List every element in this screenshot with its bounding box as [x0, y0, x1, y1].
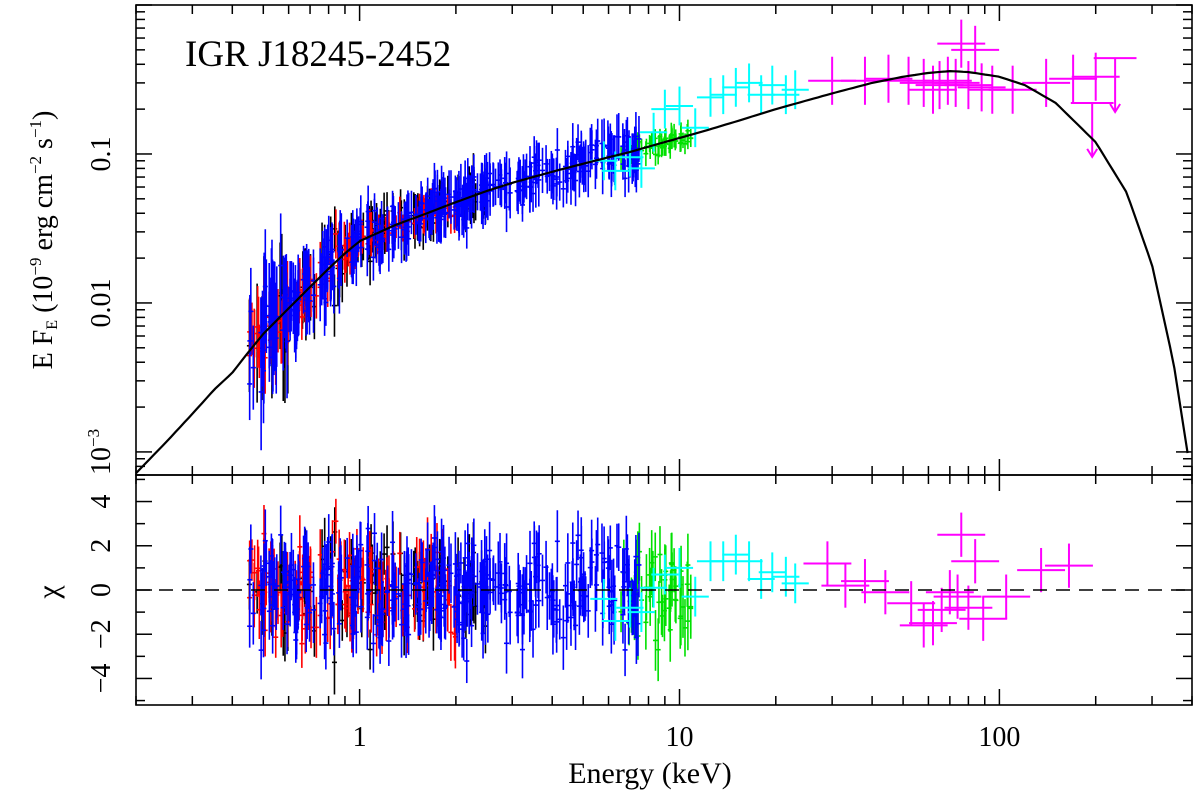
- y-tick-label: 0.01: [86, 278, 117, 327]
- residual-tick-label: 0: [86, 583, 117, 597]
- y-label-rest: (10: [28, 276, 59, 320]
- spectrum-plot-frame: [135, 4, 1193, 476]
- x-axis-label: Energy (keV): [568, 757, 732, 790]
- y-tick-label: 0.1: [86, 136, 117, 171]
- upper-limit-arrow: [1109, 103, 1121, 114]
- x-tick-label: 100: [978, 722, 1020, 753]
- y-label-exp2: −2: [26, 156, 45, 174]
- spectrum-panel: IGR J18245-2452 10−3 0.01 0.1 E FE (10−9 e…: [26, 4, 1193, 476]
- residual-tick-label: 4: [86, 495, 117, 509]
- y-tick-label-exp: −3: [84, 429, 103, 447]
- y-tick-label-base: 10: [86, 447, 117, 475]
- upper-limit-arrow: [1086, 148, 1099, 159]
- y-label-sub: E: [44, 320, 61, 330]
- y-label-close: ): [28, 111, 59, 120]
- y-tick-label: 10−3: [84, 429, 117, 475]
- x-tick-label: 1: [353, 722, 367, 753]
- residual-data: [246, 498, 1093, 695]
- residual-ticks: [135, 475, 1193, 705]
- model-curve: [135, 69, 1189, 474]
- spectrum-y-tick-labels: 10−3 0.01 0.1: [84, 136, 117, 474]
- chart-title: IGR J18245-2452: [185, 34, 451, 75]
- residual-tick-label: −4: [86, 664, 117, 694]
- residual-y-tick-labels: −4 −2 0 2 4: [86, 495, 117, 694]
- residual-panel: −4 −2 0 2 4 χ: [32, 474, 1193, 706]
- spectrum-data: [246, 19, 1137, 451]
- y-label-unit1: erg cm: [28, 174, 59, 258]
- chi-axis-label: χ: [32, 585, 65, 600]
- y-label-exp1: −9: [26, 257, 45, 275]
- x-tick-labels: 1 10 100: [353, 722, 1021, 753]
- y-label-unit2: s: [28, 138, 59, 156]
- residual-tick-label: −2: [86, 619, 117, 649]
- y-axis-label: E FE (10−9 erg cm−2 s−1): [26, 111, 61, 370]
- residual-tick-label: 2: [86, 539, 117, 553]
- y-label-main: E F: [28, 330, 59, 370]
- x-tick-label: 10: [666, 722, 694, 753]
- y-label-exp3: −1: [26, 120, 45, 138]
- spectrum-ticks: [135, 4, 1193, 476]
